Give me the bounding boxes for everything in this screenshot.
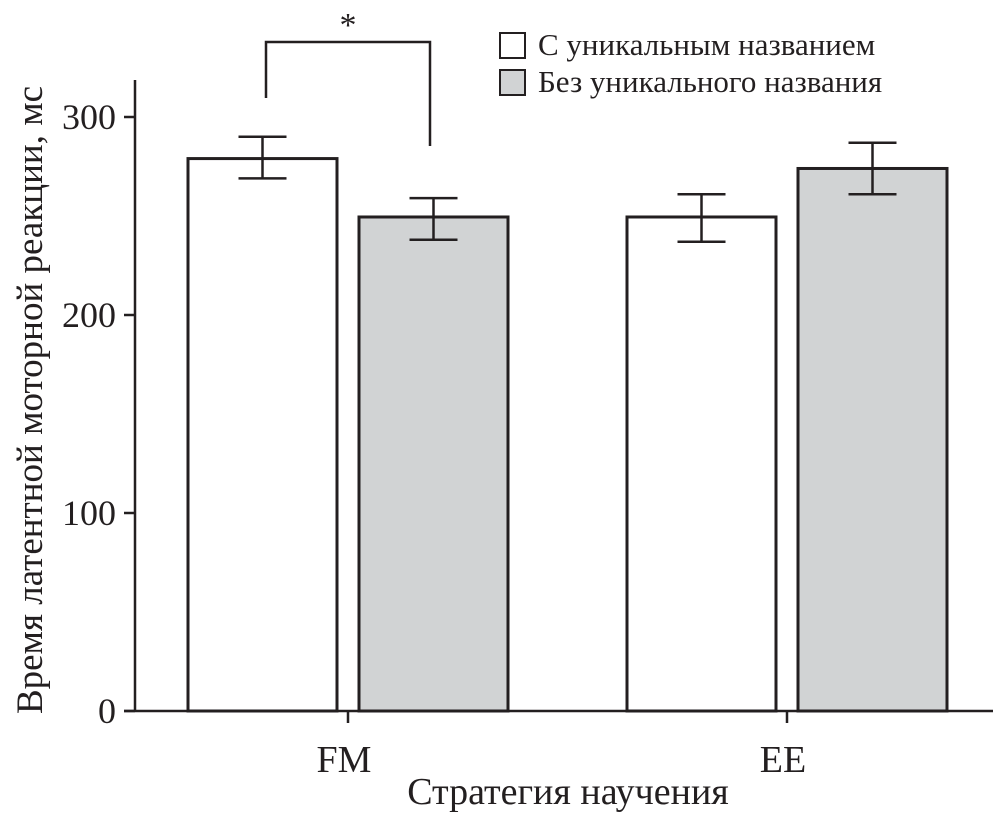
y-tick-label: 0: [98, 691, 116, 731]
bar-fm-no-unique: [357, 215, 510, 713]
legend-swatch: [499, 32, 526, 59]
significance-bracket: [264, 40, 432, 146]
x-axis-label: Стратегия научения: [407, 771, 729, 813]
legend-label: С уникальным названием: [538, 27, 875, 62]
bar-ee-no-unique: [796, 166, 949, 713]
legend-swatch: [499, 69, 526, 96]
bar-ee-unique: [625, 215, 778, 713]
y-axis-label: Время латентной моторной реакции, мс: [10, 86, 51, 714]
legend-label: Без уникального названия: [538, 64, 882, 99]
significance-asterisk: *: [340, 7, 357, 44]
bar-fm-unique: [186, 157, 339, 713]
y-tick-label: 100: [62, 493, 116, 533]
y-tick-label: 200: [62, 295, 116, 335]
x-tick-label: EE: [760, 739, 806, 781]
y-tick-label: 300: [62, 97, 116, 137]
x-tick-label: FM: [317, 739, 372, 781]
